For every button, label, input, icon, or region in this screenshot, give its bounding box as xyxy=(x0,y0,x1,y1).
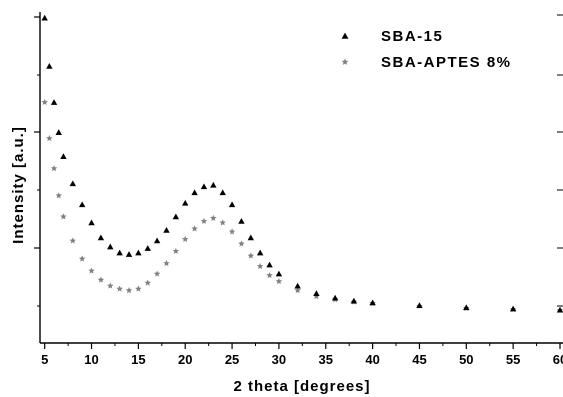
series-2-point-11 xyxy=(125,287,133,294)
series-1-point-36 xyxy=(556,306,563,313)
series-1-point-28 xyxy=(294,282,301,289)
series-2-point-9 xyxy=(107,282,114,289)
x-tick-label-55: 55 xyxy=(506,352,520,367)
series-2-point-1 xyxy=(46,135,53,142)
x-tick-label-20: 20 xyxy=(178,352,192,367)
x-tick-label-10: 10 xyxy=(84,352,98,367)
legend: SBA-15 SBA-APTES 8% xyxy=(341,28,512,71)
series-2-point-24 xyxy=(247,252,255,259)
x-tick-label-60: 60 xyxy=(553,352,563,367)
series-1-point-16 xyxy=(172,213,180,220)
series-2-point-19 xyxy=(200,217,208,224)
series-1-point-2 xyxy=(50,99,58,105)
series-1-point-11 xyxy=(125,251,133,257)
series-1-point-19 xyxy=(200,183,208,190)
series-1-point-32 xyxy=(369,299,376,306)
series-1-point-1 xyxy=(46,62,53,69)
series-1-point-35 xyxy=(509,305,517,312)
series-2-point-7 xyxy=(88,267,95,274)
series-2-point-15 xyxy=(163,259,170,267)
series-1-point-18 xyxy=(191,189,198,196)
series-2-point-27 xyxy=(275,277,283,285)
series-1-point-12 xyxy=(135,249,142,256)
series-2-point-28 xyxy=(294,287,301,294)
x-tick-label-30: 30 xyxy=(272,352,286,367)
series-2-point-2 xyxy=(50,165,58,172)
series-2-marks xyxy=(41,98,563,314)
series-1-point-25 xyxy=(256,249,264,256)
legend-marker-2 xyxy=(341,58,349,65)
series-1-point-27 xyxy=(275,270,283,277)
legend-label-2: SBA-APTES 8% xyxy=(381,54,512,71)
x-tick-label-5: 5 xyxy=(41,352,48,367)
series-2-point-16 xyxy=(172,247,180,255)
series-1-point-24 xyxy=(247,234,255,241)
legend-label-1: SBA-15 xyxy=(381,28,443,45)
series-2-point-4 xyxy=(60,213,67,220)
series-1-point-30 xyxy=(331,294,339,301)
series-2-point-14 xyxy=(153,270,161,277)
x-axis-ticks: 5 10 15 20 25 30 35 40 45 50 55 60 xyxy=(41,343,563,367)
series-2-point-17 xyxy=(181,235,189,242)
series-2-point-26 xyxy=(266,271,273,279)
series-2-point-23 xyxy=(238,240,245,247)
series-1-point-6 xyxy=(78,201,86,208)
series-1-point-29 xyxy=(313,290,320,296)
series-1-point-23 xyxy=(238,217,245,224)
series-1-point-33 xyxy=(416,302,423,309)
series-1-point-21 xyxy=(219,189,226,196)
series-1-point-5 xyxy=(69,180,76,187)
series-2-point-8 xyxy=(97,276,105,283)
series-2-point-10 xyxy=(116,285,123,292)
series-1-point-3 xyxy=(55,129,62,135)
series-1-point-0 xyxy=(41,14,48,21)
x-tick-label-35: 35 xyxy=(319,352,333,367)
series-2-point-3 xyxy=(55,192,62,199)
series-1-point-13 xyxy=(144,245,151,251)
series-1-point-7 xyxy=(88,219,95,226)
series-1-point-20 xyxy=(210,181,217,188)
series-1-point-26 xyxy=(266,261,273,268)
plot-frame xyxy=(39,12,563,344)
x-tick-label-40: 40 xyxy=(365,352,379,367)
x-tick-label-15: 15 xyxy=(131,352,145,367)
x-tick-label-50: 50 xyxy=(459,352,473,367)
series-2-point-29 xyxy=(313,293,320,300)
series-1-point-22 xyxy=(228,201,236,208)
series-1-point-8 xyxy=(97,234,105,241)
series-2-point-25 xyxy=(256,262,264,270)
series-2-point-13 xyxy=(144,279,151,286)
series-2-point-18 xyxy=(191,225,198,232)
y-axis-ticks xyxy=(34,14,563,307)
series-2-point-0 xyxy=(41,98,48,106)
series-1-point-17 xyxy=(182,199,189,206)
series-1-point-15 xyxy=(163,227,170,233)
series-2-point-5 xyxy=(69,237,77,244)
x-tick-label-45: 45 xyxy=(412,352,426,367)
data-marks xyxy=(41,14,563,314)
series-1-point-31 xyxy=(350,297,358,304)
series-2-point-6 xyxy=(78,255,86,262)
y-axis-title: Intensity [a.u.] xyxy=(10,126,27,244)
series-1-point-34 xyxy=(463,304,470,311)
series-1-point-14 xyxy=(153,237,161,244)
series-1-point-4 xyxy=(60,153,67,160)
legend-marker-1 xyxy=(341,32,349,39)
series-1-point-9 xyxy=(107,243,114,250)
x-axis-title: 2 theta [degrees] xyxy=(233,378,370,395)
series-2-point-12 xyxy=(135,285,142,292)
series-2-point-22 xyxy=(228,228,236,235)
series-2-point-20 xyxy=(210,214,217,221)
series-1-marks xyxy=(41,14,563,313)
x-tick-label-25: 25 xyxy=(225,352,239,367)
series-2-point-21 xyxy=(219,219,226,226)
series-1-point-10 xyxy=(116,249,123,256)
